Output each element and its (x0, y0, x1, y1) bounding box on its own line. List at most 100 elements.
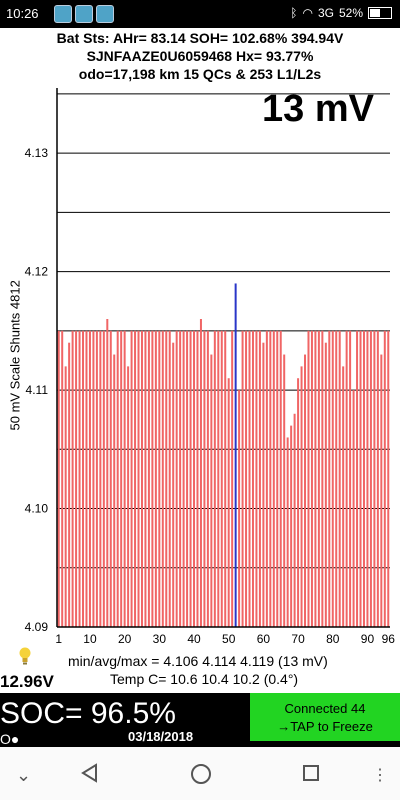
more-menu-icon[interactable]: ⋮ (372, 767, 388, 784)
bar (265, 330, 268, 627)
bar (269, 330, 272, 627)
bar (161, 330, 164, 627)
bar (147, 330, 150, 627)
bar (300, 366, 303, 627)
bar (314, 330, 317, 627)
bar (248, 330, 251, 627)
x-tick-label: 1 (55, 632, 62, 646)
status-right: ᛒ ◠ 3G 52% (290, 6, 392, 20)
y-tick-label: 4.13 (25, 146, 49, 160)
bar (245, 330, 248, 627)
network-type: 3G (317, 6, 334, 20)
connect-freeze-button[interactable]: Connected 44 →TAP to Freeze (250, 693, 400, 741)
bar (85, 330, 88, 627)
bar (335, 330, 338, 627)
bar (179, 330, 182, 627)
bar (196, 330, 199, 627)
bar (238, 390, 241, 627)
bar (102, 330, 105, 627)
bar (71, 330, 74, 627)
bar (165, 330, 168, 627)
y-tick-label: 4.09 (25, 620, 49, 634)
bar (279, 330, 282, 627)
bar (127, 366, 130, 627)
status-app-icons (54, 5, 114, 23)
home-icon[interactable] (190, 763, 212, 785)
bar (120, 330, 123, 627)
bar-highlight (234, 283, 237, 627)
bar (356, 330, 359, 627)
bar (345, 330, 348, 627)
bar (317, 330, 320, 627)
wifi-icon: ◠ (302, 6, 313, 20)
lightbulb-icon[interactable] (18, 647, 32, 665)
bar (272, 330, 275, 627)
y-tick-label: 4.11 (26, 383, 49, 397)
bottom-panel: SOC= 96.5% O● 03/18/2018 Connected 44 →T… (0, 693, 400, 747)
bar (369, 330, 372, 627)
x-tick-label: 90 (361, 632, 375, 646)
bar (186, 330, 189, 627)
bar (373, 330, 376, 627)
x-tick-label: 60 (257, 632, 271, 646)
bar (310, 330, 313, 627)
cell-spread-value: 13 mV (262, 88, 374, 130)
bar (217, 330, 220, 627)
bar (158, 330, 161, 627)
battery-status-line: Bat Sts: AHr= 83.14 SOH= 102.68% 394.94V (56, 30, 344, 46)
min-avg-max: min/avg/max = 4.106 4.114 4.119 (13 mV) (68, 653, 328, 669)
status-time: 10:26 (6, 6, 39, 21)
x-tick-label: 70 (291, 632, 305, 646)
bar (140, 330, 143, 627)
session-date: 03/18/2018 (128, 729, 194, 744)
bar (199, 319, 202, 627)
bar (144, 330, 147, 627)
x-tick-label: 30 (153, 632, 167, 646)
bar (307, 330, 310, 627)
bar (92, 330, 95, 627)
bar (251, 330, 254, 627)
car-app-icon (75, 5, 93, 23)
bar (57, 330, 60, 627)
odometer-line: odo=17,198 km 15 QCs & 253 L1/L2s (78, 66, 322, 82)
bar (283, 354, 286, 627)
bar (213, 330, 216, 627)
bar (154, 330, 157, 627)
x-tick-label: 96 (382, 632, 396, 646)
bar (255, 330, 258, 627)
battery-percent: 52% (338, 6, 363, 20)
chevron-down-icon[interactable]: ⌄ (16, 765, 32, 785)
bar (95, 330, 98, 627)
x-tick-label: 80 (326, 632, 340, 646)
bar (113, 354, 116, 627)
bar (231, 330, 234, 627)
bar (82, 330, 85, 627)
bar (359, 330, 362, 627)
bar (116, 330, 119, 627)
bar (297, 378, 300, 627)
battery-icon (368, 7, 392, 19)
x-tick-label: 10 (83, 632, 97, 646)
bar (88, 330, 91, 627)
y-tick-label: 4.12 (25, 265, 49, 279)
temperature-readout: Temp C= 10.6 10.4 10.2 (0.4°) (110, 671, 299, 687)
bar (241, 330, 244, 627)
bar (210, 354, 213, 627)
soc-value: SOC= 96.5% (0, 697, 176, 730)
recents-icon[interactable] (302, 764, 320, 782)
bar (99, 330, 102, 627)
bar (224, 330, 227, 627)
x-tick-label: 50 (222, 632, 236, 646)
bar (383, 330, 386, 627)
bar (258, 330, 261, 627)
bar (387, 330, 390, 627)
back-icon[interactable] (80, 763, 98, 783)
bar (137, 330, 140, 627)
connected-label: Connected 44 (284, 701, 366, 716)
bar (151, 330, 154, 627)
bar (168, 330, 171, 627)
bar (227, 378, 230, 627)
cell-voltage-chart[interactable]: 4.13 4.12 4.11 4.10 4.09 1 10 20 30 40 50 60 70 80 90 9… (0, 0, 400, 650)
bar (134, 330, 137, 627)
bar (68, 342, 71, 627)
